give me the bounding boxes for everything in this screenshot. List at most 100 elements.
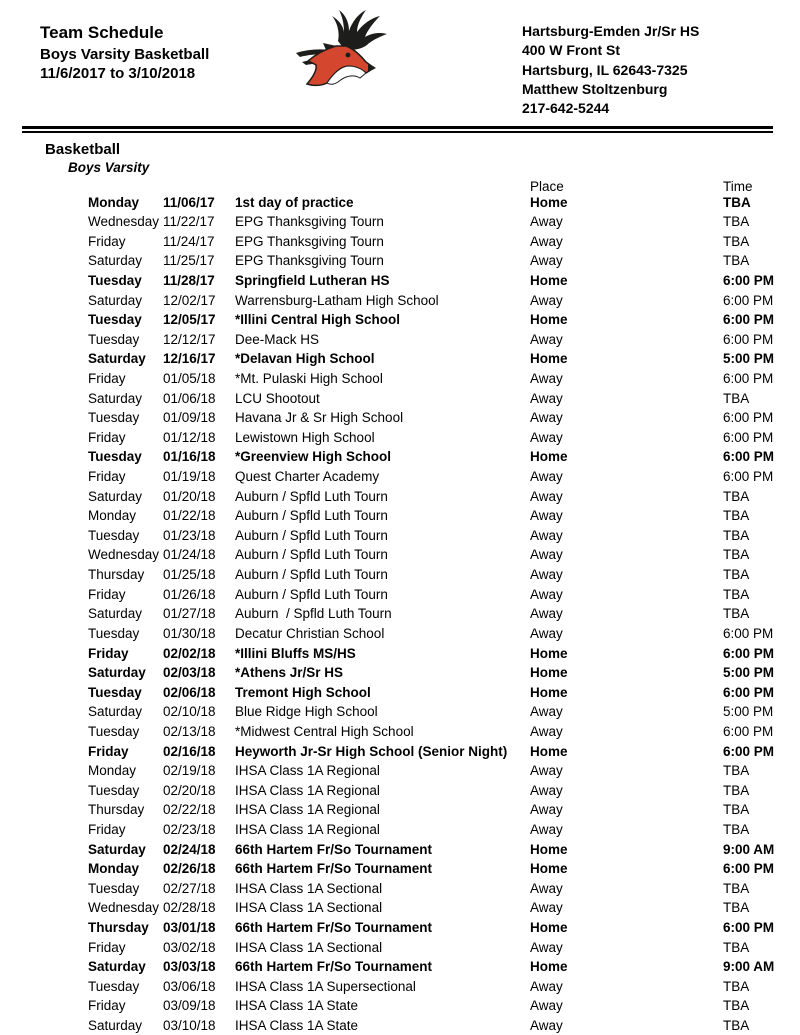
game-time: 6:00 PM [723,410,774,426]
schedule-row: Saturday 02/10/18 Blue Ridge High School… [0,702,800,722]
game-event: Springfield Lutheran HS [235,272,390,288]
game-time: 6:00 PM [723,370,774,386]
game-event: Auburn / Spfld Luth Tourn [235,527,388,543]
game-event: Lewistown High School [235,429,375,445]
game-date: 01/12/18 [163,429,216,445]
time-column-header: Time [723,179,753,194]
game-place: Away [530,370,563,386]
game-place: Away [530,586,563,602]
game-event: IHSA Class 1A Regional [235,802,380,818]
game-event: 66th Hartem Fr/So Tournament [235,861,433,877]
game-event: IHSA Class 1A Sectional [235,939,383,955]
game-day: Saturday [88,292,143,308]
game-day: Wednesday [88,900,160,916]
school-street: 400 W Front St [522,42,621,59]
game-date: 01/05/18 [163,370,216,386]
game-time: 6:00 PM [723,331,774,347]
schedule-row: Tuesday 01/16/18 *Greenview High School … [0,447,800,467]
schedule-row: Friday 02/23/18 IHSA Class 1A Regional A… [0,820,800,840]
game-time: 6:00 PM [723,292,774,308]
game-time: TBA [723,900,750,916]
schedule-row: Saturday 03/03/18 66th Hartem Fr/So Tour… [0,957,800,977]
game-place: Away [530,214,563,230]
game-date: 03/06/18 [163,978,216,994]
game-day: Thursday [88,920,149,936]
game-day: Friday [88,429,126,445]
game-event: Auburn / Spfld Luth Tourn [235,586,388,602]
game-day: Saturday [88,841,146,857]
game-time: 6:00 PM [723,684,775,700]
game-date: 11/24/17 [163,233,215,249]
game-event: Auburn / Spfld Luth Tourn [235,606,392,622]
game-time: 9:00 AM [723,959,775,975]
game-time: TBA [723,233,750,249]
game-date: 01/22/18 [163,508,216,524]
game-time: TBA [723,880,750,896]
schedule-column-headers: Place Time [0,179,800,194]
game-day: Tuesday [88,684,142,700]
game-place: Home [530,743,568,759]
game-day: Wednesday [88,214,160,230]
game-time: 6:00 PM [723,469,774,485]
game-day: Saturday [88,351,146,367]
game-day: Tuesday [88,625,140,641]
schedule-row: Friday 03/09/18 IHSA Class 1A State Away… [0,996,800,1016]
game-event: IHSA Class 1A State [235,1018,359,1034]
game-place: Home [530,861,568,877]
schedule-row: Saturday 02/03/18 *Athens Jr/Sr HS Home … [0,663,800,683]
game-time: TBA [723,488,750,504]
header-left-block: Team Schedule Boys Varsity Basketball 11… [40,22,209,83]
game-time: TBA [723,782,750,798]
game-place: Away [530,527,563,543]
game-event: IHSA Class 1A Regional [235,763,380,779]
game-event: Auburn / Spfld Luth Tourn [235,488,388,504]
game-date: 01/20/18 [163,488,216,504]
game-date: 02/22/18 [163,802,216,818]
game-date: 02/02/18 [163,645,216,661]
game-time: 6:00 PM [723,429,774,445]
schedule-row: Monday 02/26/18 66th Hartem Fr/So Tourna… [0,859,800,879]
game-event: Auburn / Spfld Luth Tourn [235,547,388,563]
game-event: LCU Shootout [235,390,320,406]
game-event: IHSA Class 1A Sectional [235,900,383,916]
game-day: Saturday [88,606,143,622]
game-event: IHSA Class 1A Sectional [235,880,383,896]
game-place: Away [530,900,563,916]
schedule-row: Saturday 12/02/17 Warrensburg-Latham Hig… [0,291,800,311]
game-date: 11/06/17 [163,194,215,210]
game-place: Away [530,880,563,896]
game-day: Saturday [88,704,143,720]
game-date: 03/10/18 [163,1018,216,1034]
game-place: Away [530,802,563,818]
schedule-row: Thursday 03/01/18 66th Hartem Fr/So Tour… [0,918,800,938]
schedule-row: Friday 01/26/18 Auburn / Spfld Luth Tour… [0,585,800,605]
game-place: Away [530,782,563,798]
game-place: Home [530,665,568,681]
schedule-row: Saturday 03/10/18 IHSA Class 1A State Aw… [0,1016,800,1035]
game-event: *Illini Central High School [235,312,401,328]
schedule-row: Tuesday 11/28/17 Springfield Lutheran HS… [0,271,800,291]
game-date: 12/16/17 [163,351,216,367]
schedule-row: Tuesday 02/27/18 IHSA Class 1A Sectional… [0,879,800,899]
schedule-row: Tuesday 01/23/18 Auburn / Spfld Luth Tou… [0,526,800,546]
game-day: Tuesday [88,723,140,739]
game-place: Away [530,763,563,779]
game-event: Decatur Christian School [235,625,385,641]
game-place: Away [530,253,563,269]
school-city-line: Hartsburg, IL 62643-7325 [522,61,688,78]
game-date: 03/09/18 [163,998,216,1014]
game-day: Thursday [88,567,145,583]
game-place: Home [530,449,568,465]
game-day: Tuesday [88,527,140,543]
game-time: 6:00 PM [723,861,775,877]
game-place: Home [530,841,568,857]
schedule-table: Place Time Monday 11/06/17 1st day of pr… [0,180,800,1035]
schedule-row: Friday 02/02/18 *Illini Bluffs MS/HS Hom… [0,644,800,664]
game-date: 02/19/18 [163,763,216,779]
schedule-row: Tuesday 02/13/18 *Midwest Central High S… [0,722,800,742]
game-date: 02/28/18 [163,900,216,916]
game-time: TBA [723,802,750,818]
game-time: 6:00 PM [723,723,774,739]
game-place: Home [530,272,568,288]
game-place: Away [530,704,563,720]
